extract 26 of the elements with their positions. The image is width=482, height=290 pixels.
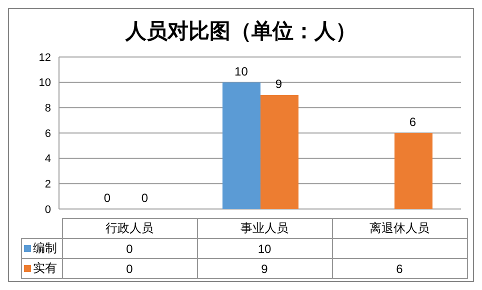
legend-label: 实有 <box>22 258 62 278</box>
y-tick-label: 2 <box>44 178 51 191</box>
data-label: 10 <box>197 238 332 258</box>
bar <box>394 133 432 209</box>
annotation: 6 <box>409 115 416 129</box>
annotation: 0 <box>141 191 148 205</box>
y-tick-label: 12 <box>38 52 51 64</box>
annotation: 10 <box>234 64 248 78</box>
annotation: 0 <box>104 191 111 205</box>
chart-title: 人员对比图（单位：人） <box>124 17 358 45</box>
x-tick-label: 行政人员 <box>62 218 197 238</box>
data-label: 6 <box>332 258 467 278</box>
legend-label: 编制 <box>22 238 62 258</box>
x-tick-label: 离退休人员 <box>332 218 467 238</box>
x-tick-label: 事业人员 <box>197 218 332 238</box>
y-tick-label: 10 <box>38 77 51 90</box>
bar <box>222 82 260 209</box>
data-label: 0 <box>62 258 197 278</box>
y-tick-label: 8 <box>44 102 51 115</box>
y-tick-label: 4 <box>44 153 51 166</box>
y-tick-label: 6 <box>44 128 51 140</box>
data-label: 0 <box>62 238 197 258</box>
annotation: 9 <box>275 77 282 91</box>
bar <box>260 95 298 209</box>
data-label: 9 <box>197 258 332 278</box>
y-tick-label: 0 <box>44 204 51 216</box>
